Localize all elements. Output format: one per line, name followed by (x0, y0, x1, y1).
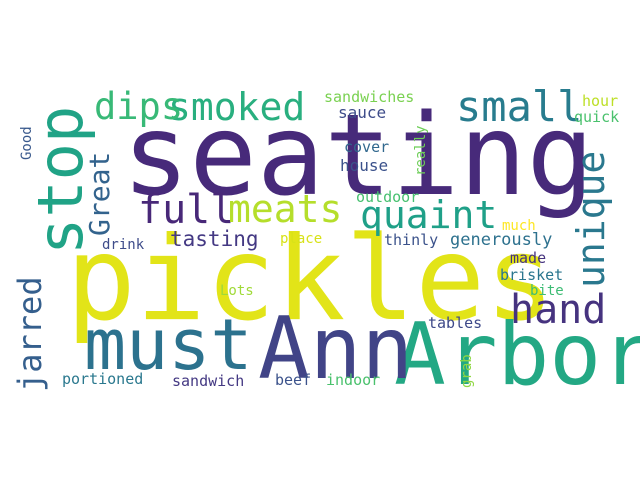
word-dips: dips (94, 85, 184, 128)
word-tables: tables (428, 314, 483, 332)
word-hour: hour (582, 92, 619, 110)
word-ann: Ann (258, 299, 414, 399)
word-sandwiches: sandwiches (324, 88, 415, 106)
word-generously: generously (450, 230, 553, 250)
word-tasting: tasting (170, 227, 259, 251)
word-grab: grab (459, 354, 475, 388)
word-jarred: jarred (11, 276, 49, 392)
word-full: full (138, 187, 235, 233)
word-outdoor: outdoor (356, 188, 420, 206)
word-made: made (510, 249, 547, 267)
word-great: Great (83, 151, 116, 236)
word-portioned: portioned (62, 370, 144, 388)
word-indoor: indoor (326, 371, 381, 389)
word-place: place (280, 231, 323, 247)
word-unique: unique (569, 150, 613, 288)
word-thinly: thinly (384, 231, 439, 249)
word-lots: Lots (220, 283, 254, 299)
word-beef: beef (275, 371, 312, 389)
word-sauce: sauce (338, 103, 387, 122)
word-pickles: pickles (66, 212, 555, 347)
word-really: really (413, 125, 429, 176)
word-cover: cover (344, 138, 390, 156)
word-brisket: brisket (500, 266, 564, 284)
word-seating: seating (122, 91, 595, 221)
word-must: must (84, 304, 253, 386)
word-smoked: smoked (168, 85, 306, 129)
word-quaint: quaint (360, 193, 498, 237)
word-good: Good (19, 126, 35, 160)
word-drink: drink (102, 237, 145, 253)
word-quick: quick (574, 108, 620, 126)
word-much: much (502, 218, 536, 234)
word-hand: hand (510, 287, 607, 333)
word-sandwich: sandwich (172, 372, 245, 390)
word-meats: meats (228, 187, 343, 231)
word-house: house (340, 156, 389, 175)
word-bite: bite (530, 283, 564, 299)
word-arbor: Arbor (394, 305, 640, 405)
word-small: small (456, 82, 583, 131)
